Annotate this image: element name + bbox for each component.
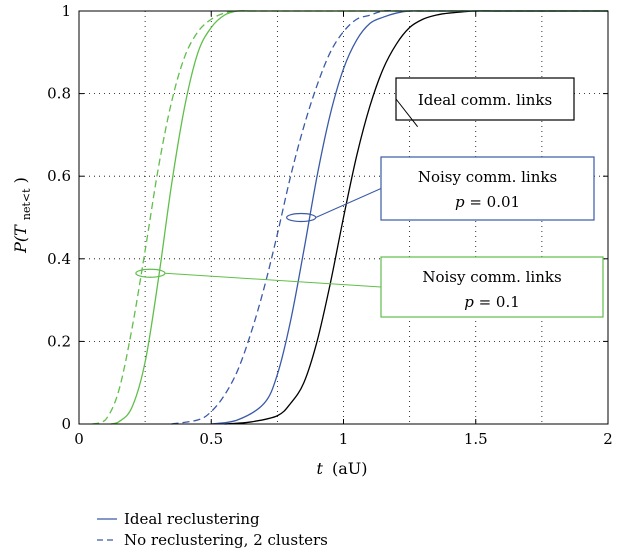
y-tick-label: 0.4 [47, 250, 71, 268]
y-tick-label: 0.8 [47, 85, 71, 103]
y-tick-label: 0 [61, 415, 71, 433]
x-axis-variable: t [316, 459, 323, 478]
tick-labels: 0 0.5 1 1.5 2 0 0.2 0.4 0.6 0.8 1 [47, 2, 613, 448]
annotation-ellipse [135, 268, 166, 278]
x-tick-label: 0.5 [199, 430, 223, 448]
annotation-box [380, 256, 604, 318]
annotation-line1: Noisy comm. links [418, 168, 557, 186]
x-tick-label: 1.5 [464, 430, 488, 448]
annotation-line1: Noisy comm. links [422, 268, 561, 286]
y-axis-label-subscript: net<t [20, 188, 33, 220]
annotation-line2: p = 0.1 [464, 293, 520, 311]
y-axis-label: P(T net<t ) [11, 177, 34, 254]
y-tick-label: 0.2 [47, 332, 71, 350]
annotation-pointer [315, 188, 382, 218]
series-line-black-solid [224, 10, 608, 425]
x-axis-unit: (aU) [332, 459, 368, 478]
annotation-variable: p [464, 293, 474, 311]
y-axis-label-suffix: ) [11, 177, 30, 183]
y-tick-label: 0.6 [47, 167, 71, 185]
x-axis-label: t (aU) [316, 459, 367, 478]
annotations: Ideal comm. links Noisy comm. links p = 0.… [135, 77, 604, 318]
annotation-line1: Ideal comm. links [418, 91, 552, 109]
legend: Ideal reclustering No reclustering, 2 clu… [97, 510, 328, 549]
annotation-variable: p [455, 193, 465, 211]
annotation-box [395, 77, 575, 121]
annotation-ellipse [286, 212, 317, 223]
x-tick-label: 1 [339, 430, 349, 448]
x-tick-label: 2 [603, 430, 613, 448]
annotation-black: Ideal comm. links [395, 77, 575, 127]
legend-label: No reclustering, 2 clusters [124, 531, 328, 549]
annotation-green: Noisy comm. links p = 0.1 [135, 256, 604, 318]
annotation-pointer [395, 98, 419, 127]
y-tick-label: 1 [61, 2, 71, 20]
annotation-value: = 0.1 [474, 293, 520, 311]
annotation-blue: Noisy comm. links p = 0.01 [286, 156, 595, 223]
legend-label: Ideal reclustering [124, 510, 260, 528]
y-axis-label-prefix: P(T [11, 224, 30, 254]
annotation-line2: p = 0.01 [455, 193, 520, 211]
annotation-pointer [164, 272, 382, 288]
annotation-value: = 0.01 [465, 193, 521, 211]
x-tick-label: 0 [74, 430, 84, 448]
